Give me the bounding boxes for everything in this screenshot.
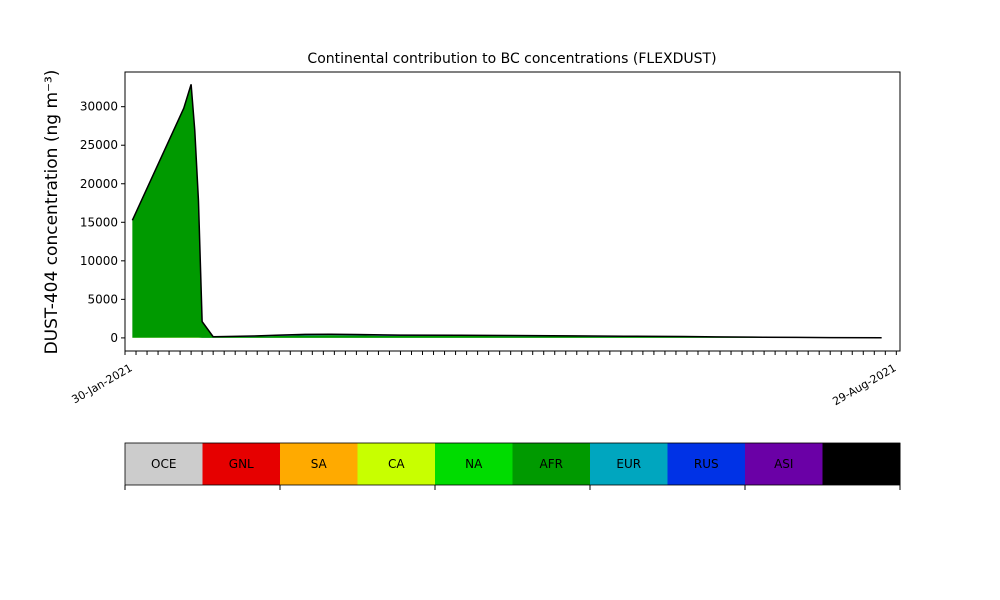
colorbar-label: SA [311,457,328,471]
y-tick-label: 10000 [80,254,118,268]
x-tick-label-start: 30-Jan-2021 [70,361,135,406]
colorbar-swatch-na [435,443,513,485]
area-eur [132,84,882,338]
area-asi [132,84,882,338]
colorbar: OCE GNL SA CA NA AFR EUR RUS ASI AUS [124,442,901,490]
total-outline [131,84,882,339]
y-axis: 0 5000 10000 15000 20000 25000 30000 [80,100,125,345]
y-tick-label: 25000 [80,138,118,152]
colorbar-swatch-afr [512,443,591,485]
colorbar-swatch-oce [125,443,203,485]
colorbar-label: ASI [774,457,793,471]
colorbar-frame [124,442,901,486]
colorbar-label: RUS [694,457,719,471]
plot-frame [124,71,901,352]
colorbar-swatch-asi [745,443,823,485]
colorbar-swatch-eur [590,443,668,485]
y-tick-label: 20000 [80,177,118,191]
area-layers [132,84,882,338]
area-rus [132,84,882,338]
area-aus [132,84,882,338]
colorbar-label: AUS [849,457,874,471]
y-tick-label: 5000 [87,292,118,306]
colorbar-label: NA [465,457,483,471]
colorbar-label: CA [388,457,405,471]
colorbar-swatch-aus [822,443,901,485]
y-tick-label: 0 [110,331,118,345]
colorbar-label: OCE [151,457,176,471]
x-tick-label-end: 29-Aug-2021 [830,361,898,408]
colorbar-label: AFR [540,457,563,471]
colorbar-label: GNL [229,457,254,471]
colorbar-swatch-ca [357,443,436,485]
colorbar-swatch-gnl [202,443,281,485]
colorbar-label: EUR [616,457,641,471]
y-tick-label: 15000 [80,215,118,229]
colorbar-swatch-rus [667,443,746,485]
chart-title: Continental contribution to BC concentra… [307,51,716,67]
colorbar-swatch-sa [280,443,358,485]
area-afr [132,84,882,338]
y-axis-label: DUST-404 concentration (ng m⁻³) [42,70,62,355]
x-axis: 30-Jan-2021 29-Aug-2021 [70,351,899,408]
y-tick-label: 30000 [80,100,118,114]
